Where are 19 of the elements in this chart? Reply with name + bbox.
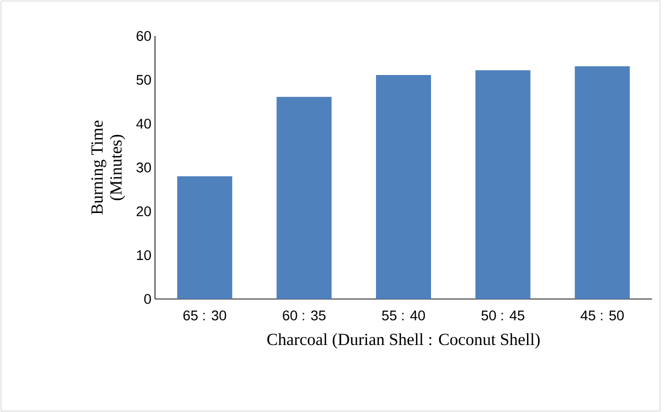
- bar: [376, 75, 432, 299]
- y-tick-label: 30: [136, 162, 151, 172]
- y-tick-label: 10: [137, 250, 151, 260]
- x-tick-label: 50 : 45: [481, 310, 524, 320]
- y-tick-label: 40: [136, 118, 151, 129]
- x-tick-label: 55 : 40: [382, 310, 425, 320]
- bar: [574, 66, 630, 299]
- bar: [475, 70, 530, 299]
- y-axis-title: Burning Time (Minutes): [91, 120, 126, 214]
- y-tick-label: 60: [136, 31, 151, 41]
- x-axis-title: Charcoal (Durian Shell : Coconut Shell): [267, 333, 540, 349]
- y-tick-label: 20: [136, 206, 151, 216]
- bar: [276, 96, 332, 299]
- x-tick-label: 65 : 30: [183, 310, 226, 320]
- x-tick-label: 60 : 35: [282, 310, 326, 320]
- bar: [177, 176, 232, 299]
- x-tick-label: 45 : 50: [580, 310, 624, 320]
- y-tick-label: 0: [144, 294, 151, 304]
- y-tick-label: 50: [136, 74, 151, 85]
